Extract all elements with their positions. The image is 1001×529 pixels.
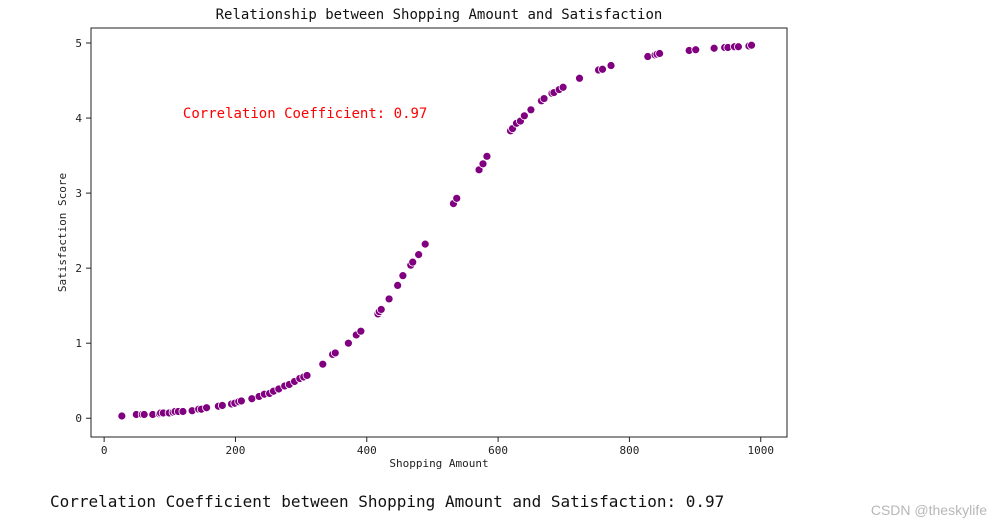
- chart-title: Relationship between Shopping Amount and…: [216, 7, 663, 23]
- x-tick-label: 0: [101, 444, 108, 457]
- data-point: [691, 45, 701, 55]
- plot-layer: 0 200 400 600 800 1000 0 1 2 3 4 5: [75, 27, 788, 457]
- data-point: [217, 401, 227, 410]
- data-point: [318, 359, 328, 369]
- data-point: [420, 239, 430, 249]
- data-point: [643, 52, 653, 61]
- y-tick-label: 3: [75, 187, 82, 200]
- data-point: [384, 294, 394, 304]
- data-point: [526, 105, 536, 115]
- x-tick-label: 400: [357, 444, 377, 457]
- data-point: [202, 403, 211, 413]
- data-point: [330, 348, 340, 358]
- y-tick-label: 2: [75, 262, 82, 275]
- data-point: [452, 193, 462, 203]
- data-point: [236, 396, 246, 406]
- chart-svg: 0 200 400 600 800 1000 0 1 2 3 4 5 Relationship bet…: [56, 7, 788, 470]
- data-point: [302, 371, 312, 380]
- data-point: [709, 43, 719, 53]
- data-point: [575, 73, 584, 83]
- x-tick-label: 1000: [747, 444, 774, 457]
- y-tick-label: 0: [75, 412, 82, 425]
- data-point: [356, 326, 366, 336]
- y-axis-label: Satisfaction Score: [56, 173, 69, 292]
- data-point: [178, 407, 188, 416]
- watermark-text: CSDN @theskylife: [870, 502, 987, 518]
- data-point: [117, 411, 127, 421]
- data-point: [414, 250, 424, 260]
- data-point: [734, 42, 743, 52]
- x-axis-label: Shopping Amount: [389, 457, 488, 470]
- data-point: [598, 64, 607, 74]
- data-point: [478, 159, 488, 169]
- data-point: [343, 338, 353, 348]
- x-tick-label: 600: [488, 444, 508, 457]
- x-tick-label: 200: [226, 444, 246, 457]
- y-tick-label: 5: [75, 37, 82, 50]
- correlation-caption: Correlation Coefficient between Shopping…: [50, 492, 725, 511]
- data-point: [398, 271, 408, 281]
- data-point: [482, 151, 492, 161]
- correlation-annotation: Correlation Coefficient: 0.97: [183, 106, 427, 122]
- plot-frame: [90, 27, 788, 438]
- data-point: [408, 257, 418, 267]
- data-point: [747, 40, 756, 50]
- y-tick-label: 4: [75, 112, 82, 125]
- data-point: [606, 61, 616, 70]
- data-point: [539, 94, 549, 103]
- data-point: [139, 410, 149, 419]
- data-point: [376, 305, 386, 314]
- data-point: [519, 111, 529, 121]
- data-point: [393, 281, 403, 290]
- x-tick-label: 800: [619, 444, 639, 457]
- data-point: [474, 165, 484, 175]
- y-tick-label: 1: [75, 337, 82, 350]
- data-point: [655, 49, 665, 58]
- scatter-chart: 0 200 400 600 800 1000 0 1 2 3 4 5 Relationship bet…: [56, 7, 788, 470]
- data-point: [247, 394, 257, 404]
- data-point: [558, 82, 568, 92]
